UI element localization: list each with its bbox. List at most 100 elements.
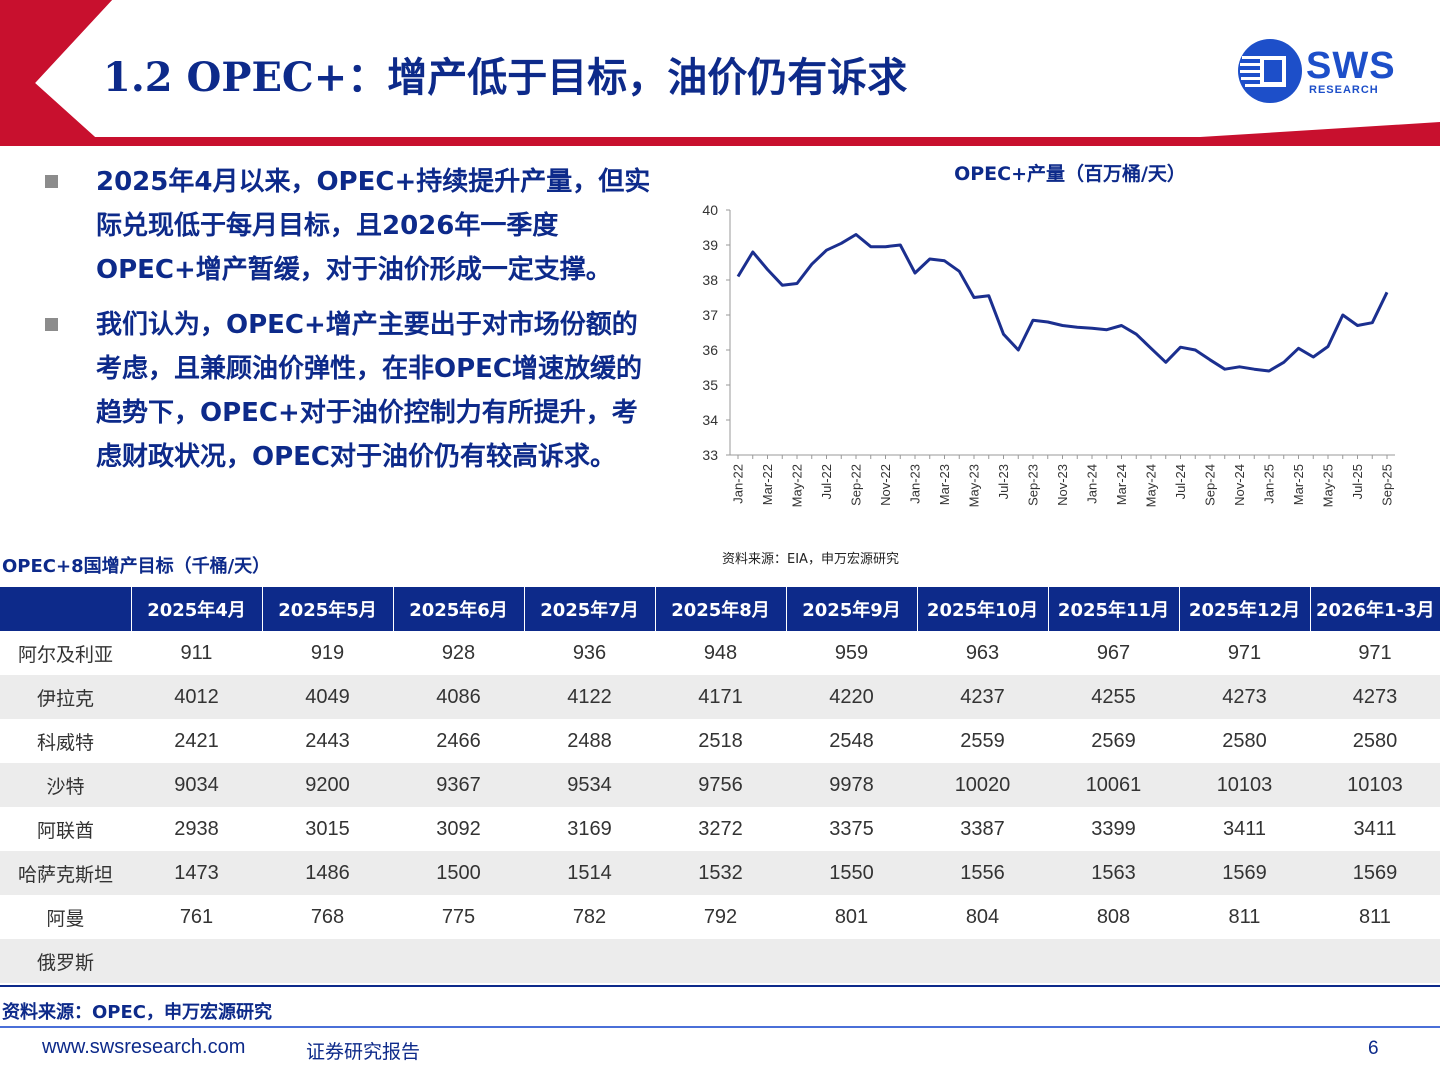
value-cell: 967 <box>1048 631 1179 675</box>
x-tick-label: Mar-25 <box>1291 464 1306 505</box>
value-cell <box>262 939 393 983</box>
x-tick-label: Jan-25 <box>1262 464 1277 504</box>
x-tick-label: Jan-24 <box>1085 464 1100 504</box>
value-cell: 3411 <box>1310 807 1440 851</box>
value-cell: 4273 <box>1179 675 1310 719</box>
value-cell: 2488 <box>524 719 655 763</box>
value-cell: 928 <box>393 631 524 675</box>
value-cell: 1514 <box>524 851 655 895</box>
table-row: 俄罗斯 <box>0 939 1440 983</box>
header-cell: 2025年10月 <box>917 587 1049 631</box>
x-tick-label: Jul-25 <box>1350 464 1365 499</box>
y-tick-label: 39 <box>702 237 718 253</box>
header-cell: 2025年6月 <box>393 587 525 631</box>
value-cell: 811 <box>1179 895 1310 939</box>
value-cell: 1550 <box>786 851 917 895</box>
value-cell: 9200 <box>262 763 393 807</box>
x-tick-label: May-24 <box>1144 464 1159 507</box>
value-cell: 963 <box>917 631 1048 675</box>
value-cell: 3375 <box>786 807 917 851</box>
x-tick-label: May-23 <box>967 464 982 507</box>
x-tick-label: Nov-22 <box>878 464 893 506</box>
bullet-text-2: 我们认为，OPEC+增产主要出于对市场份额的考虑，且兼顾油价弹性，在非OPEC增… <box>96 310 643 472</box>
x-tick-label: Mar-24 <box>1114 464 1129 505</box>
header-cell: 2026年1-3月 <box>1310 587 1440 631</box>
value-cell: 911 <box>131 631 262 675</box>
quota-table: 2025年4月 2025年5月 2025年6月 2025年7月 2025年8月 2025年… <box>0 587 1440 983</box>
value-cell: 3015 <box>262 807 393 851</box>
x-tick-label: Sep-24 <box>1203 464 1218 506</box>
x-tick-label: Jul-22 <box>819 464 834 499</box>
value-cell: 948 <box>655 631 786 675</box>
value-cell: 9034 <box>131 763 262 807</box>
country-cell: 俄罗斯 <box>0 939 131 983</box>
value-cell: 2443 <box>262 719 393 763</box>
value-cell: 971 <box>1310 631 1440 675</box>
value-cell: 10103 <box>1310 763 1440 807</box>
value-cell: 2580 <box>1179 719 1310 763</box>
value-cell: 1556 <box>917 851 1048 895</box>
value-cell: 792 <box>655 895 786 939</box>
country-cell: 阿曼 <box>0 895 131 939</box>
x-tick-label: Jan-22 <box>731 464 746 504</box>
x-tick-label: May-25 <box>1321 464 1336 507</box>
y-tick-label: 33 <box>702 447 718 463</box>
x-tick-label: Sep-22 <box>849 464 864 506</box>
country-cell: 阿联酋 <box>0 807 131 851</box>
country-cell: 沙特 <box>0 763 131 807</box>
value-cell: 808 <box>1048 895 1179 939</box>
logo-subtitle: RESEARCH <box>1309 84 1379 96</box>
bullet-text-1: 2025年4月以来，OPEC+持续提升产量，但实际兑现低于每月目标，且2026年… <box>96 167 651 285</box>
table-bottom-rule <box>0 985 1440 987</box>
x-tick-label: Jan-23 <box>908 464 923 504</box>
table-row: 伊拉克 4012 4049 4086 4122 4171 4220 4237 4255 4273 4… <box>0 675 1440 719</box>
y-tick-label: 36 <box>702 342 718 358</box>
y-tick-label: 37 <box>702 307 718 323</box>
value-cell <box>1310 939 1440 983</box>
header-cell: 2025年9月 <box>786 587 918 631</box>
value-cell: 761 <box>131 895 262 939</box>
value-cell: 782 <box>524 895 655 939</box>
footer-url-link[interactable]: www.swsresearch.com <box>42 1036 246 1058</box>
value-cell: 9978 <box>786 763 917 807</box>
value-cell: 10103 <box>1179 763 1310 807</box>
chart-source: 资料来源：EIA，申万宏源研究 <box>722 552 899 567</box>
value-cell: 2938 <box>131 807 262 851</box>
country-cell: 科威特 <box>0 719 131 763</box>
value-cell <box>655 939 786 983</box>
y-tick-label: 35 <box>702 377 718 393</box>
value-cell: 4086 <box>393 675 524 719</box>
table-row: 沙特 9034 9200 9367 9534 9756 9978 10020 10061 1010… <box>0 763 1440 807</box>
value-cell <box>393 939 524 983</box>
header-cell: 2025年7月 <box>524 587 656 631</box>
value-cell: 2466 <box>393 719 524 763</box>
value-cell: 4012 <box>131 675 262 719</box>
value-cell: 9756 <box>655 763 786 807</box>
value-cell: 2518 <box>655 719 786 763</box>
value-cell <box>131 939 262 983</box>
slide-title: 1.2 OPEC+：增产低于目标，油价仍有诉求 <box>103 54 908 101</box>
value-cell: 4255 <box>1048 675 1179 719</box>
value-cell: 3387 <box>917 807 1048 851</box>
table-row: 阿尔及利亚 911 919 928 936 948 959 963 967 971 971 <box>0 631 1440 675</box>
header-cell: 2025年11月 <box>1048 587 1180 631</box>
value-cell: 1569 <box>1179 851 1310 895</box>
value-cell: 2559 <box>917 719 1048 763</box>
value-cell: 4237 <box>917 675 1048 719</box>
value-cell: 9534 <box>524 763 655 807</box>
value-cell: 3411 <box>1179 807 1310 851</box>
country-cell: 哈萨克斯坦 <box>0 851 131 895</box>
x-tick-label: Sep-25 <box>1380 464 1395 506</box>
header-cell: 2025年8月 <box>655 587 787 631</box>
value-cell: 4171 <box>655 675 786 719</box>
value-cell: 3399 <box>1048 807 1179 851</box>
value-cell: 10020 <box>917 763 1048 807</box>
value-cell: 804 <box>917 895 1048 939</box>
bullet-marker-icon <box>45 175 58 188</box>
x-tick-label: Nov-24 <box>1232 464 1247 506</box>
table-source: 资料来源：OPEC，申万宏源研究 <box>2 1002 272 1023</box>
value-cell: 971 <box>1179 631 1310 675</box>
value-cell: 801 <box>786 895 917 939</box>
value-cell: 2421 <box>131 719 262 763</box>
header-frame <box>0 0 1440 146</box>
